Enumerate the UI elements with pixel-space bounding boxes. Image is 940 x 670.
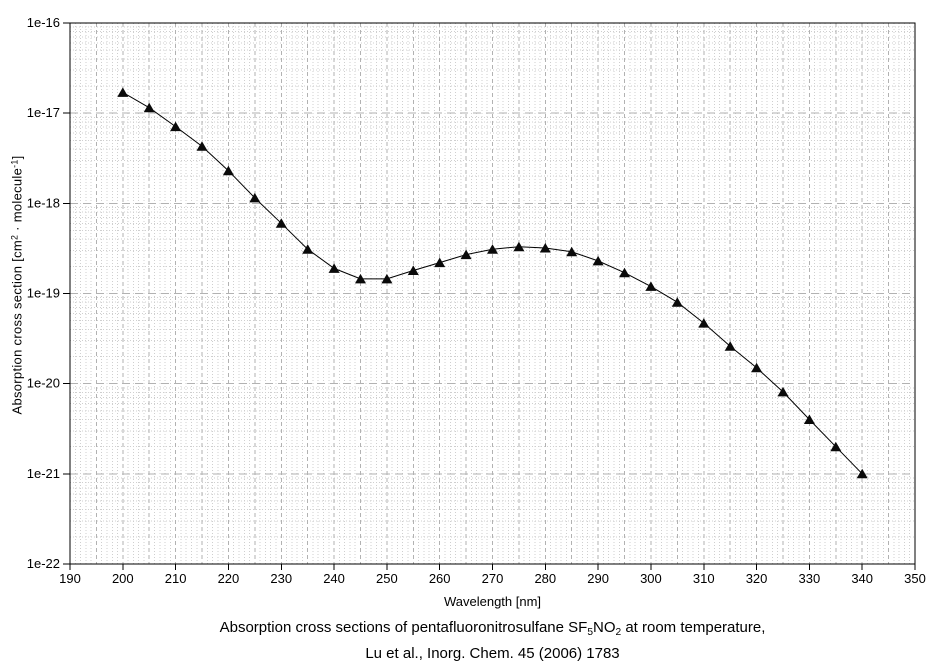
x-tick-label: 220: [218, 571, 240, 586]
y-tick-label: 1e-16: [27, 15, 60, 30]
data-point-marker: [434, 257, 446, 268]
data-point-marker: [539, 243, 551, 253]
caption-line-1: Absorption cross sections of pentafluoro…: [70, 619, 915, 639]
text-segment: Absorption cross section [cm: [9, 239, 25, 415]
data-point-marker: [460, 249, 472, 260]
data-point-marker: [487, 244, 498, 254]
data-point-marker: [803, 414, 815, 424]
x-tick-label: 350: [904, 571, 926, 586]
x-tick-label: 290: [587, 571, 609, 586]
text-segment: · molecule: [9, 167, 25, 235]
x-tick-label: 200: [112, 571, 134, 586]
x-axis-title: Wavelength [nm]: [443, 594, 542, 609]
y-tick-label: 1e-17: [27, 105, 60, 120]
text-segment: 2: [9, 234, 20, 240]
x-tick-labels: 190 200 210 220 230 240 250 260 270 280 290 300 310 3…: [59, 571, 926, 586]
data-point-marker: [275, 218, 287, 228]
data-point-marker: [407, 265, 419, 275]
x-tick-label: 310: [693, 571, 715, 586]
data-point-marker: [381, 273, 393, 284]
x-tick-label: 240: [323, 571, 345, 586]
data-point-marker: [566, 246, 578, 257]
data-point-marker: [671, 297, 683, 307]
data-point-marker: [355, 273, 366, 284]
text-segment: -1: [9, 159, 20, 168]
data-point-marker: [302, 244, 314, 254]
x-tick-label: 340: [851, 571, 873, 586]
data-point-marker: [222, 165, 234, 176]
x-tick-label: 190: [59, 571, 81, 586]
x-tick-label: 210: [165, 571, 187, 586]
axis-ticks: [63, 22, 916, 570]
x-tick-label: 250: [376, 571, 398, 586]
y-tick-label: 1e-18: [27, 195, 60, 210]
y-tick-label: 1e-21: [27, 466, 60, 481]
caption-line-2: Lu et al., Inorg. Chem. 45 (2006) 1783: [365, 645, 620, 662]
x-tick-label: 330: [799, 571, 821, 586]
data-point-marker: [619, 267, 630, 278]
y-tick-label: 1e-22: [27, 556, 60, 571]
data-point-marker: [249, 192, 261, 203]
data-point-marker: [698, 318, 710, 328]
data-point-marker: [513, 241, 525, 252]
data-point-marker: [777, 386, 789, 397]
y-axis-title: Absorption cross section [cm2 · molecule…: [9, 155, 25, 415]
data-markers: [117, 87, 868, 479]
data-point-marker: [830, 441, 842, 452]
data-point-marker: [196, 141, 208, 151]
text-segment: Absorption cross sections of pentafluoro…: [219, 619, 588, 636]
y-tick-labels: 1e-16 1e-17 1e-18 1e-19 1e-20 1e-21 1e-22: [27, 15, 60, 571]
x-tick-label: 320: [746, 571, 768, 586]
y-tick-label: 1e-20: [27, 376, 60, 391]
data-point-marker: [751, 362, 763, 373]
data-point-marker: [117, 87, 129, 97]
x-tick-label: 260: [429, 571, 451, 586]
data-point-marker: [170, 121, 182, 132]
data-point-marker: [856, 468, 868, 479]
text-segment: at room temperature,: [621, 619, 766, 636]
data-point-marker: [724, 341, 736, 351]
text-segment: NO: [592, 619, 616, 636]
y-tick-label: 1e-19: [27, 286, 60, 301]
x-tick-label: 230: [270, 571, 292, 586]
text-segment: 5: [587, 627, 593, 639]
x-tick-label: 280: [534, 571, 556, 586]
x-tick-label: 300: [640, 571, 662, 586]
x-tick-label: 270: [482, 571, 504, 586]
data-point-marker: [592, 255, 604, 266]
data-point-marker: [645, 281, 657, 291]
text-segment: 2: [615, 627, 622, 639]
data-point-marker: [328, 263, 340, 273]
data-point-marker: [143, 102, 155, 113]
